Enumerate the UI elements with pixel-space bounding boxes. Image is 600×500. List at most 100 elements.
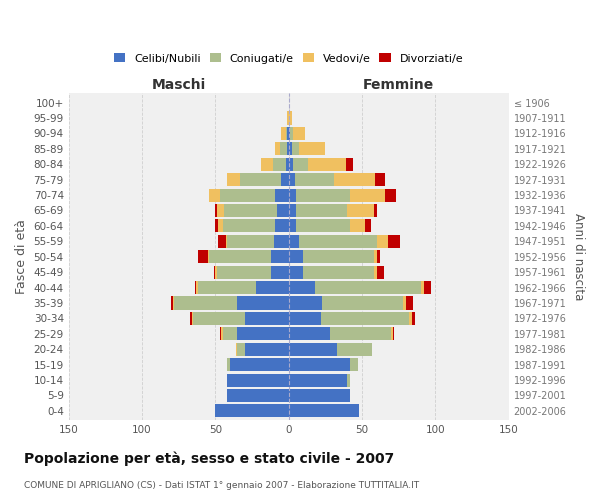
Bar <box>215 404 289 417</box>
Bar <box>220 188 275 202</box>
Bar <box>289 328 330 340</box>
Bar <box>421 281 424 294</box>
Bar <box>347 204 374 217</box>
Bar <box>424 281 431 294</box>
Bar <box>226 235 227 248</box>
Bar <box>173 296 174 310</box>
Bar <box>224 204 277 217</box>
Y-axis label: Fasce di età: Fasce di età <box>15 220 28 294</box>
Bar <box>412 312 415 325</box>
Bar <box>238 328 289 340</box>
Bar <box>293 158 308 171</box>
Bar <box>215 220 218 232</box>
Bar <box>209 250 271 264</box>
Bar <box>217 204 224 217</box>
Bar <box>245 342 289 356</box>
Bar <box>375 173 385 186</box>
Bar <box>209 188 220 202</box>
Bar <box>299 235 377 248</box>
Bar <box>174 296 238 310</box>
Bar <box>385 188 396 202</box>
Bar <box>289 250 304 264</box>
Bar <box>330 328 391 340</box>
Bar <box>299 142 325 156</box>
Bar <box>409 312 412 325</box>
Bar <box>271 250 289 264</box>
Bar <box>304 266 374 278</box>
Bar <box>350 358 358 371</box>
Bar <box>195 281 196 294</box>
Bar <box>289 204 296 217</box>
Bar <box>287 127 289 140</box>
Bar <box>388 235 400 248</box>
Text: Femmine: Femmine <box>363 78 434 92</box>
Bar <box>290 127 293 140</box>
Bar <box>289 281 315 294</box>
Y-axis label: Anni di nascita: Anni di nascita <box>572 213 585 300</box>
Bar <box>289 127 290 140</box>
Bar <box>377 250 380 264</box>
Bar <box>198 250 208 264</box>
Bar <box>218 220 223 232</box>
Bar <box>215 204 217 217</box>
Bar <box>289 266 304 278</box>
Bar <box>289 112 292 124</box>
Text: Maschi: Maschi <box>152 78 206 92</box>
Bar <box>230 358 289 371</box>
Bar <box>196 281 198 294</box>
Bar <box>289 404 359 417</box>
Bar <box>292 142 299 156</box>
Bar <box>236 342 238 356</box>
Bar <box>391 328 393 340</box>
Bar <box>350 188 385 202</box>
Bar <box>261 158 272 171</box>
Bar <box>403 296 406 310</box>
Bar <box>287 142 289 156</box>
Bar <box>198 281 256 294</box>
Bar <box>293 127 305 140</box>
Bar <box>227 173 240 186</box>
Bar <box>377 266 384 278</box>
Bar <box>321 312 409 325</box>
Bar <box>280 142 287 156</box>
Bar <box>227 374 289 386</box>
Bar <box>286 158 289 171</box>
Bar <box>374 266 377 278</box>
Text: COMUNE DI APRIGLIANO (CS) - Dati ISTAT 1° gennaio 2007 - Elaborazione TUTTITALIA: COMUNE DI APRIGLIANO (CS) - Dati ISTAT 1… <box>24 480 419 490</box>
Bar <box>289 342 337 356</box>
Bar <box>238 342 245 356</box>
Bar <box>289 158 293 171</box>
Bar <box>337 342 372 356</box>
Bar <box>220 328 221 340</box>
Bar <box>281 173 289 186</box>
Bar <box>256 281 289 294</box>
Bar <box>272 158 286 171</box>
Bar <box>275 188 289 202</box>
Bar <box>289 142 292 156</box>
Bar <box>322 296 403 310</box>
Bar <box>289 389 350 402</box>
Bar <box>334 173 375 186</box>
Bar <box>281 127 286 140</box>
Bar <box>350 220 365 232</box>
Bar <box>289 374 347 386</box>
Bar <box>218 235 226 248</box>
Bar <box>315 281 421 294</box>
Bar <box>393 328 394 340</box>
Bar <box>217 266 271 278</box>
Legend: Celibi/Nubili, Coniugati/e, Vedovi/e, Divorziati/e: Celibi/Nubili, Coniugati/e, Vedovi/e, Di… <box>114 53 463 64</box>
Bar <box>308 158 346 171</box>
Bar <box>192 312 193 325</box>
Bar <box>227 358 230 371</box>
Bar <box>296 188 350 202</box>
Bar <box>289 235 299 248</box>
Bar <box>365 220 371 232</box>
Bar <box>277 204 289 217</box>
Bar <box>406 296 413 310</box>
Bar <box>227 389 289 402</box>
Bar <box>193 312 245 325</box>
Bar <box>374 204 377 217</box>
Bar <box>223 328 238 340</box>
Bar <box>215 266 217 278</box>
Bar <box>289 173 295 186</box>
